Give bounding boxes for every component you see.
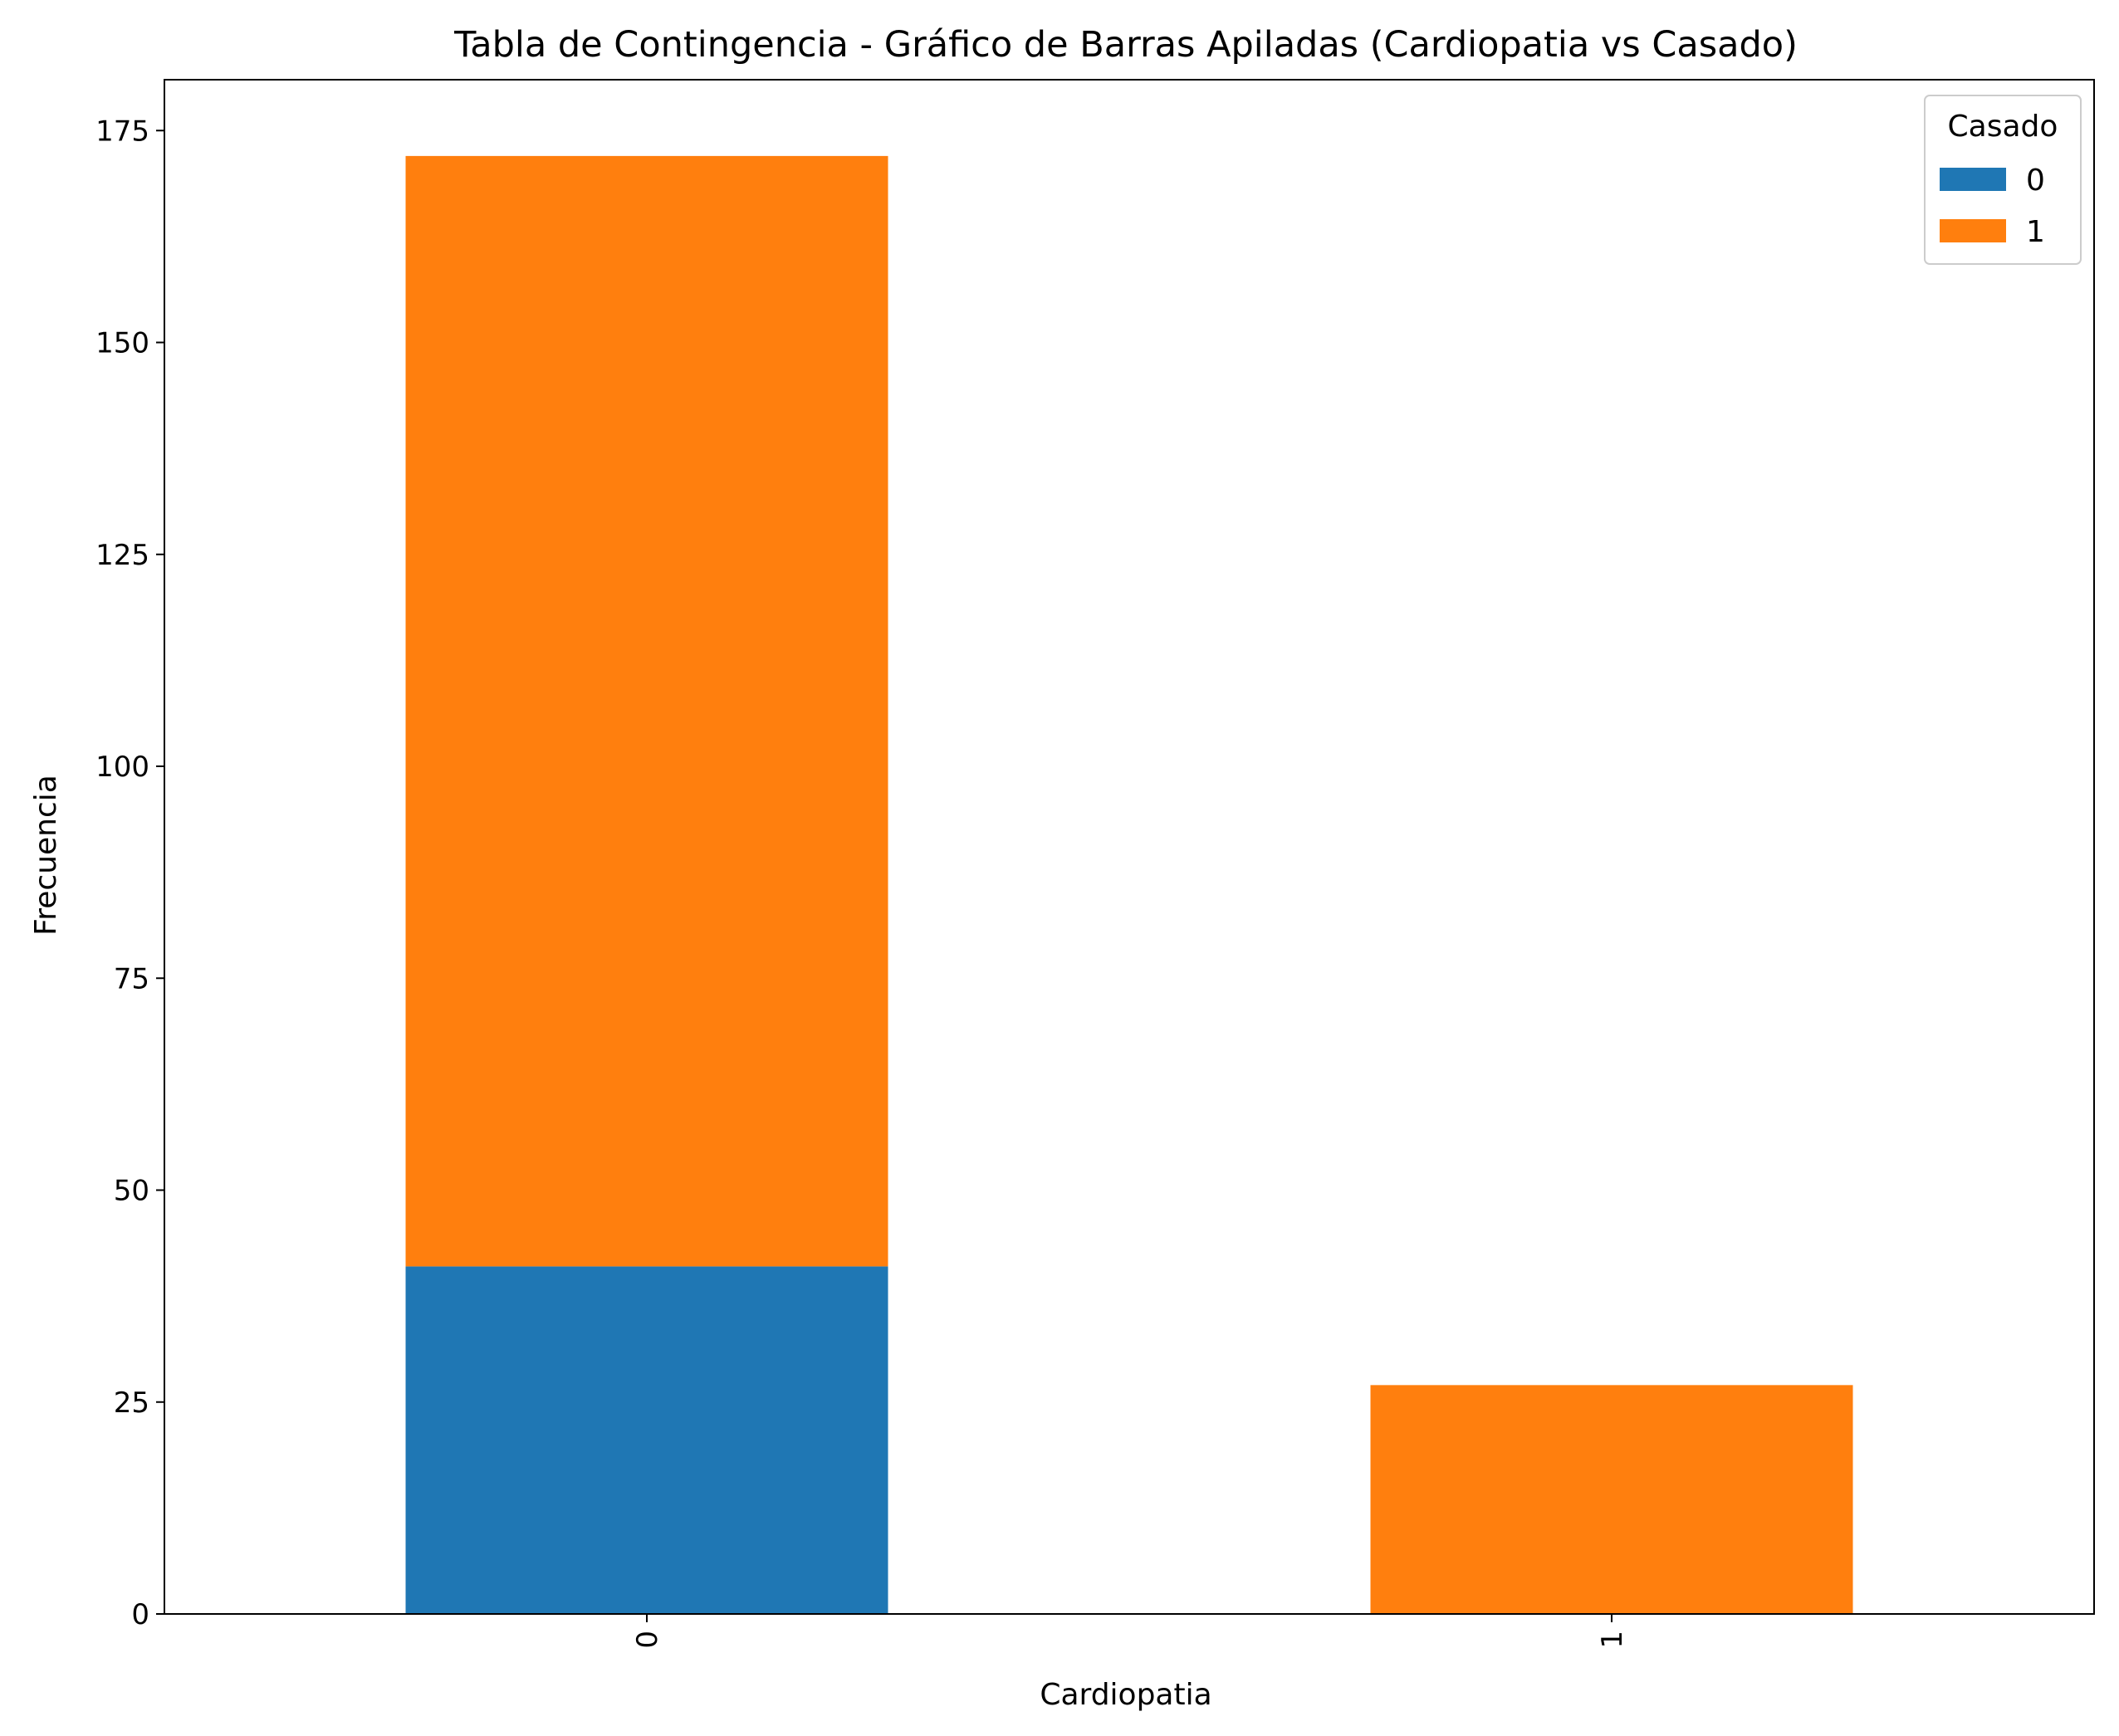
legend-swatch-0 (1940, 168, 2006, 191)
bar-cardiopatia-0-casado-1 (405, 155, 888, 1267)
legend-label-1: 1 (2026, 215, 2045, 249)
chart-title: Tabla de Contingencia - Gráfico de Barra… (453, 24, 1798, 66)
axes: 0 1 0 25 50 75 100 125 150 175 (95, 79, 2095, 1649)
y-tick-label: 125 (95, 539, 149, 572)
y-tick-label: 50 (114, 1175, 149, 1208)
y-tick-label: 25 (114, 1386, 149, 1420)
x-tick-label: 0 (631, 1631, 664, 1649)
plot-area (405, 155, 1853, 1614)
plot-frame (164, 79, 2095, 1615)
y-axis-title: Frecuencia (29, 775, 63, 936)
legend-swatch-1 (1940, 219, 2006, 242)
y-tick-label: 150 (95, 327, 149, 360)
legend: Casado 0 1 (1924, 95, 2082, 265)
bar-cardiopatia-0-casado-0 (405, 1266, 888, 1614)
y-tick-label: 175 (95, 115, 149, 148)
bar-cardiopatia-1-casado-1 (1370, 1385, 1853, 1614)
legend-title: Casado (1948, 110, 2058, 144)
x-axis-title: Cardiopatia (1040, 1678, 1211, 1712)
legend-label-0: 0 (2026, 164, 2045, 198)
x-tick-label: 1 (1596, 1631, 1629, 1649)
y-tick-label: 75 (114, 962, 149, 995)
y-tick-label: 100 (95, 751, 149, 784)
y-tick-label: 0 (131, 1598, 149, 1631)
